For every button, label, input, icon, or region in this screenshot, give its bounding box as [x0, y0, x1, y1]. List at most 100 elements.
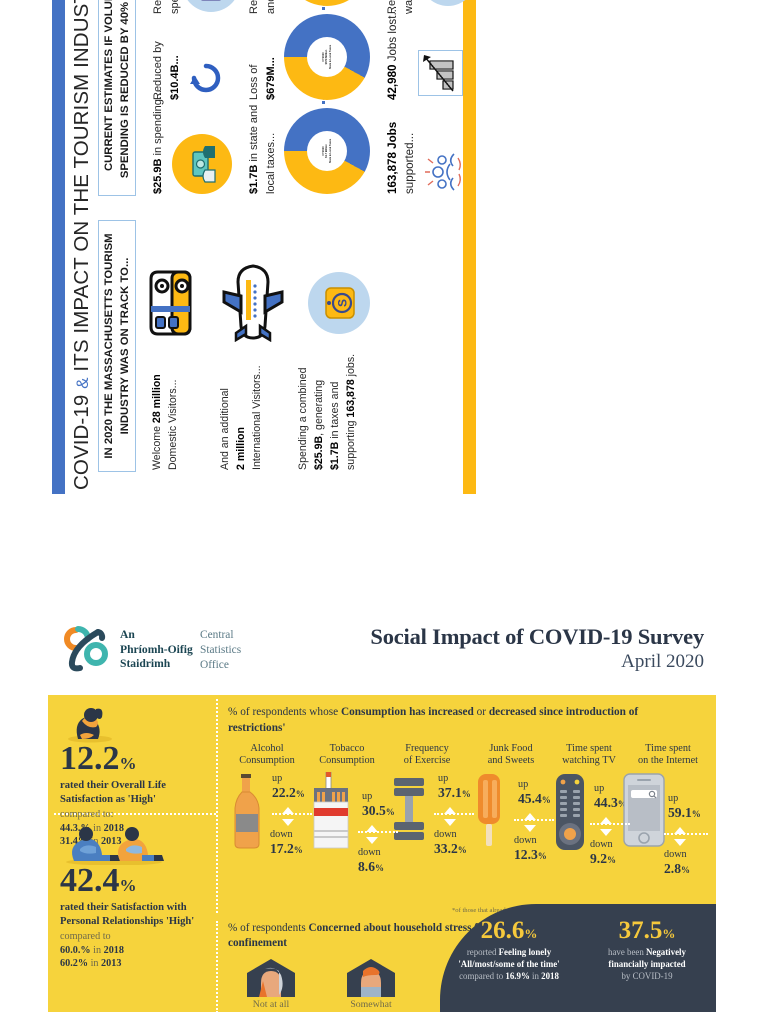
donut-center-l3: State & Local Taxes	[328, 44, 332, 70]
intl-lead: And an additional	[219, 388, 231, 470]
internet-up: up 59.1%	[668, 793, 701, 820]
tv-remote-icon	[548, 772, 630, 850]
tv-down-word: down	[590, 839, 613, 850]
alcohol-down: down 17.2%	[270, 829, 303, 856]
cso-name-irish: An Phríomh-Oifig Staidrimh	[120, 628, 193, 672]
dumbbell-icon	[386, 772, 468, 850]
stat-domestic-visitors: Welcome 28 million Domestic Visitors...	[150, 358, 182, 470]
junkfood-down-value: 12.3	[514, 846, 538, 862]
cso-name-l2: Phríomh-Oifig	[120, 642, 193, 656]
donut-chart-post-covid: POST COVID-19 State & Local Taxes	[284, 0, 370, 6]
consumption-grid: Alcohol Consumption up 22.2%	[226, 743, 708, 913]
exercise-down-arrow-icon	[444, 819, 456, 826]
yellow-content-panel: 12.2% rated their Overall Life Satisfact…	[48, 695, 716, 1012]
combined-gen: , generating	[312, 379, 325, 436]
stress-head-b: Concerned	[308, 922, 361, 934]
reduced-value: $10.4B...	[168, 55, 181, 100]
ls-pct: %	[119, 754, 137, 773]
people-group-icon	[424, 150, 469, 194]
tv-up-arrow-icon	[600, 817, 612, 824]
lonely-value: 26.6	[480, 917, 525, 944]
financial-pct: %	[662, 926, 676, 941]
smartphone-icon	[620, 772, 716, 850]
baseline-alcohol	[272, 813, 312, 815]
fin-l2: financially impacted	[608, 958, 686, 969]
house-person-orange-icon	[345, 957, 397, 997]
consumption-heading: % of respondents whose Consumption has i…	[228, 705, 698, 736]
loss-label: Loss of	[248, 64, 260, 100]
stat-combined-spending: Spending a combined $25.9B, generating $…	[296, 344, 360, 470]
junkfood-down-word: down	[514, 835, 537, 846]
infographic-header: An Phríomh-Oifig Staidrimh Central Stati…	[48, 612, 716, 695]
junkfood-label-l2: and Sweets	[487, 755, 535, 767]
jobs-lost-value: 42,980	[386, 64, 399, 100]
cons-head-c: or	[473, 706, 489, 718]
title-covid: COVID-19	[70, 394, 93, 490]
combined-lead: Spending a combined	[297, 367, 309, 470]
cso-social-impact-infographic: An Phríomh-Oifig Staidrimh Central Stati…	[48, 612, 716, 1012]
cons-head-b: Consumption has increased	[340, 706, 474, 718]
fin-l1b: Negatively	[646, 947, 686, 957]
junkfood-label-l1: Junk Food	[489, 743, 533, 754]
alcohol-up-word: up	[272, 773, 283, 784]
tourism-infographic-canvas: COVID-19 & ITS IMPACT ON THE TOURISM IND…	[46, 0, 478, 494]
donut-center-l3: State & Local Taxes	[328, 138, 332, 164]
survey-date: April 2020	[621, 651, 704, 672]
consumption-item-tv: Time spent watching TV	[548, 743, 630, 850]
relationships-value: 42.4%	[60, 864, 210, 898]
page-title: COVID-19 & ITS IMPACT ON THE TOURISM IND…	[70, 0, 94, 490]
combined-jobs-tail: jobs.	[344, 353, 357, 380]
stat-lost-wages: Results in $2.6B in lost wages.	[384, 0, 417, 14]
internet-up-word: up	[668, 793, 679, 804]
exercise-up-arrow-icon	[444, 807, 456, 814]
tobacco-down-arrow-icon	[366, 837, 378, 844]
donut-center-label: CY2020 $679 Million State & Local Taxes	[307, 37, 347, 77]
ls-cmp2-v: 31.4%	[60, 835, 89, 847]
alcohol-up-arrow-icon	[282, 807, 294, 814]
cso-name-english: Central Statistics Office	[200, 628, 241, 672]
life-satisfaction-desc: rated their Overall Life Satisfaction as…	[60, 780, 167, 805]
tobacco-label-l2: Consumption	[319, 755, 375, 767]
internet-label: Time spent on the Internet	[620, 743, 716, 768]
cons-head-d: decreased	[488, 706, 537, 718]
pr-cmp2-v: 60.2%	[60, 957, 89, 969]
yellow-accent-bar	[463, 0, 476, 494]
money-tag-icon: S	[308, 272, 370, 334]
loss-value: $679M...	[264, 57, 277, 100]
loneliness-stat: 26.6% reported Feeling lonely 'All/most/…	[440, 904, 578, 1012]
internet-up-value: 59.1	[668, 804, 692, 820]
cso-name-l3: Staidrimh	[120, 657, 171, 671]
stat-taxes-current: $1.7B in state and local taxes...	[246, 96, 279, 194]
airplane-icon	[222, 260, 289, 343]
divider-vertical-left-lower	[216, 921, 218, 1012]
internet-label-l2: on the Internet	[637, 755, 699, 767]
life-satisfaction-value: 12.2%	[60, 742, 210, 776]
lonely-l3a: compared to	[459, 970, 506, 981]
lonely-l1b: Feeling lonely	[498, 947, 552, 957]
internet-up-arrow-icon	[674, 827, 686, 834]
financial-impact-desc: have been Negatively financially impacte…	[578, 947, 716, 982]
alcohol-label: Alcohol Consumption	[226, 743, 308, 768]
stress-head-c: about household stress from confinement	[228, 922, 498, 950]
junkfood-up-value: 45.4	[518, 790, 542, 806]
junkfood-down: down 12.3%	[514, 835, 547, 862]
combined-taxes-tail: in taxes and	[328, 381, 341, 442]
internet-label-l1: Time spent	[645, 743, 691, 754]
financial-impact-stat: 37.5% have been Negatively financially i…	[578, 904, 716, 1012]
tourism-infographic: COVID-19 & ITS IMPACT ON THE TOURISM IND…	[46, 0, 478, 494]
survey-title-block: Social Impact of COVID-19 Survey April 2…	[370, 624, 704, 673]
house-person-grey-icon	[245, 957, 297, 997]
cso-sub-l2: Statistics	[200, 643, 242, 656]
domestic-lead: Welcome	[151, 426, 163, 470]
relationships-desc: rated their Satisfaction with Personal R…	[60, 902, 195, 927]
alcohol-down-arrow-icon	[282, 819, 294, 826]
results-spending-lead: Results in	[152, 0, 164, 14]
consumption-item-internet: Time spent on the Internet	[620, 743, 716, 850]
baseline-exercise	[434, 813, 474, 815]
fin-l3a: by COVID-19	[621, 970, 673, 981]
bar-chart-arrow-icon	[418, 50, 463, 96]
tobacco-up-word: up	[362, 791, 373, 802]
donut-chart-taxes-cy2020: CY2020 $1.7 Billion State & Local Taxes	[284, 108, 370, 194]
cigarette-pack-icon	[306, 771, 388, 850]
exercise-label-l1: Frequency	[405, 743, 449, 754]
